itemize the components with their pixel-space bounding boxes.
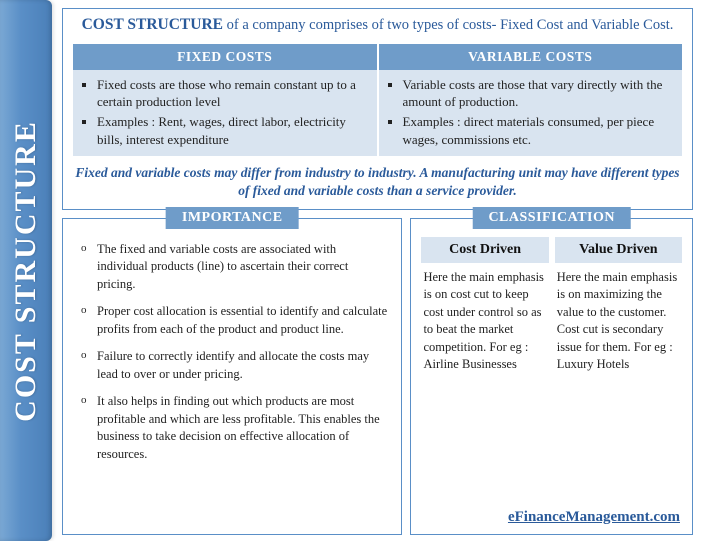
cost-driven-column: Cost Driven Here the main emphasis is on…: [421, 237, 548, 505]
cost-driven-header: Cost Driven: [421, 237, 548, 263]
sidebar: COST STRUCTURE: [0, 0, 52, 541]
classification-title: CLASSIFICATION: [472, 207, 631, 229]
value-driven-body: Here the main emphasis is on maximizing …: [555, 267, 682, 376]
importance-item: Failure to correctly identify and alloca…: [81, 348, 387, 383]
bottom-row: IMPORTANCE The fixed and variable costs …: [62, 218, 693, 535]
fixed-header: FIXED COSTS: [73, 44, 377, 70]
sidebar-title: COST STRUCTURE: [9, 120, 43, 422]
fixed-cell: Fixed costs are those who remain constan…: [73, 70, 377, 156]
variable-cell: Variable costs are those that vary direc…: [379, 70, 683, 156]
classification-columns: Cost Driven Here the main emphasis is on…: [421, 237, 682, 505]
value-driven-column: Value Driven Here the main emphasis is o…: [555, 237, 682, 505]
main-content: COST STRUCTURE of a company comprises of…: [52, 0, 703, 541]
importance-title: IMPORTANCE: [166, 207, 299, 229]
fixed-point: Fixed costs are those who remain constan…: [97, 76, 369, 111]
intro-lead: COST STRUCTURE: [82, 16, 223, 33]
cost-driven-body: Here the main emphasis is on cost cut to…: [421, 267, 548, 376]
note-text: Fixed and variable costs may differ from…: [71, 164, 684, 200]
variable-header: VARIABLE COSTS: [379, 44, 683, 70]
intro-text: COST STRUCTURE of a company comprises of…: [71, 15, 684, 36]
top-panel: COST STRUCTURE of a company comprises of…: [62, 8, 693, 210]
importance-panel: IMPORTANCE The fixed and variable costs …: [62, 218, 402, 535]
variable-point: Variable costs are those that vary direc…: [403, 76, 675, 111]
importance-list: The fixed and variable costs are associa…: [73, 237, 391, 464]
value-driven-header: Value Driven: [555, 237, 682, 263]
footer-link[interactable]: eFinanceManagement.com: [421, 509, 682, 526]
importance-item: The fixed and variable costs are associa…: [81, 241, 387, 294]
intro-rest: of a company comprises of two types of c…: [223, 17, 673, 33]
classification-panel: CLASSIFICATION Cost Driven Here the main…: [410, 218, 693, 535]
importance-item: Proper cost allocation is essential to i…: [81, 303, 387, 338]
variable-point: Examples : direct materials consumed, pe…: [403, 113, 675, 148]
costs-table: FIXED COSTS VARIABLE COSTS Fixed costs a…: [71, 44, 684, 156]
fixed-point: Examples : Rent, wages, direct labor, el…: [97, 113, 369, 148]
importance-item: It also helps in finding out which produ…: [81, 393, 387, 463]
